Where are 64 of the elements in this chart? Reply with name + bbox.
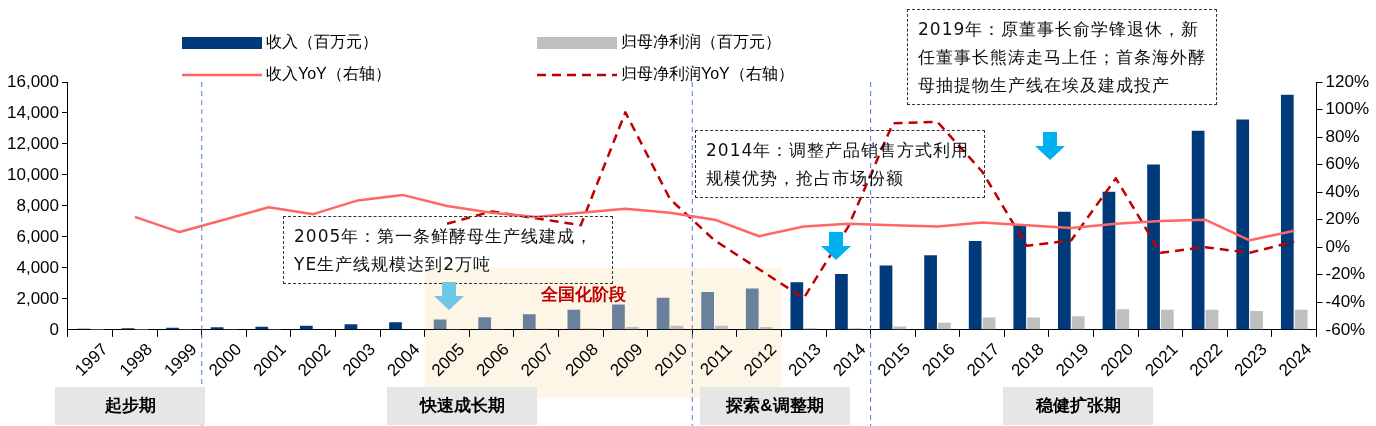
bar	[938, 322, 951, 330]
bar	[1294, 309, 1308, 330]
bar	[433, 319, 447, 330]
text: 探索&调整期	[700, 387, 850, 425]
text: 起步期	[55, 387, 205, 425]
annotation: 2005年：第一条鲜酵母生产线建成，YE生产线规模达到2万吨	[283, 216, 613, 284]
legend-label: 收入（百万元）	[266, 33, 378, 51]
y2-tick-label: -60%	[1325, 319, 1366, 339]
bar	[968, 241, 982, 330]
y2-tick-label: 80%	[1325, 126, 1360, 146]
y-tick-label: 4,000	[16, 257, 59, 277]
y-tick-label: 16,000	[7, 71, 59, 91]
bar	[389, 322, 402, 330]
bar	[835, 274, 848, 330]
y-tick-label: 6,000	[16, 226, 59, 246]
bar	[701, 292, 714, 330]
bar	[344, 324, 358, 330]
y-tick-label: 8,000	[16, 195, 59, 215]
bar	[1161, 309, 1174, 330]
y2-tick-label: 120%	[1325, 71, 1369, 91]
legend-label: 归母净利润YoY（右轴）	[621, 65, 794, 83]
bar	[1280, 94, 1294, 330]
bar	[1071, 316, 1085, 330]
y-tick-label: 12,000	[7, 133, 59, 153]
bar	[1205, 309, 1219, 330]
bar	[612, 304, 625, 330]
bar	[522, 314, 536, 330]
y-tick-label: 0	[49, 319, 59, 339]
bar	[982, 317, 996, 330]
annotation: 2019年：原董事长俞学锋退休，新任董事长熊涛走马上任；首条海外酵母抽提物生产线在埃及建成投产	[907, 9, 1217, 105]
y2-tick-label: 40%	[1325, 181, 1360, 201]
y-tick-label: 14,000	[7, 102, 59, 122]
y2-tick-label: -20%	[1325, 264, 1366, 284]
legend-label: 收入YoY（右轴）	[266, 65, 391, 83]
text: 快速成长期	[387, 387, 537, 425]
y2-tick-label: 20%	[1325, 209, 1360, 229]
bar	[1027, 317, 1040, 330]
y2-tick-label: 60%	[1325, 154, 1360, 174]
bar	[1058, 211, 1071, 330]
bar	[893, 326, 907, 330]
bar	[924, 255, 937, 330]
bar	[625, 327, 639, 330]
bar	[879, 265, 893, 330]
bar	[1250, 310, 1263, 330]
y-tick-label: 10,000	[7, 164, 59, 184]
text: 稳健扩张期	[1003, 387, 1153, 425]
y2-tick-label: 100%	[1325, 99, 1369, 119]
bar	[567, 309, 581, 330]
bar	[478, 317, 492, 330]
bar	[1116, 309, 1130, 330]
bar	[1013, 225, 1027, 330]
band-label: 全国化阶段	[539, 284, 627, 304]
bar	[745, 288, 759, 330]
annotation: 2014年：调整产品销售方式利用规模优势，抢占市场份额	[695, 130, 985, 198]
bar	[1236, 119, 1250, 330]
bar	[1147, 164, 1160, 330]
y2-tick-label: 0%	[1325, 236, 1351, 256]
legend-label: 归母净利润（百万元）	[621, 33, 781, 51]
bar	[1102, 191, 1116, 330]
y-tick-label: 2,000	[16, 288, 59, 308]
bar	[1191, 130, 1205, 330]
bar	[656, 297, 670, 330]
y2-tick-label: -40%	[1325, 291, 1366, 311]
bar	[790, 282, 804, 330]
